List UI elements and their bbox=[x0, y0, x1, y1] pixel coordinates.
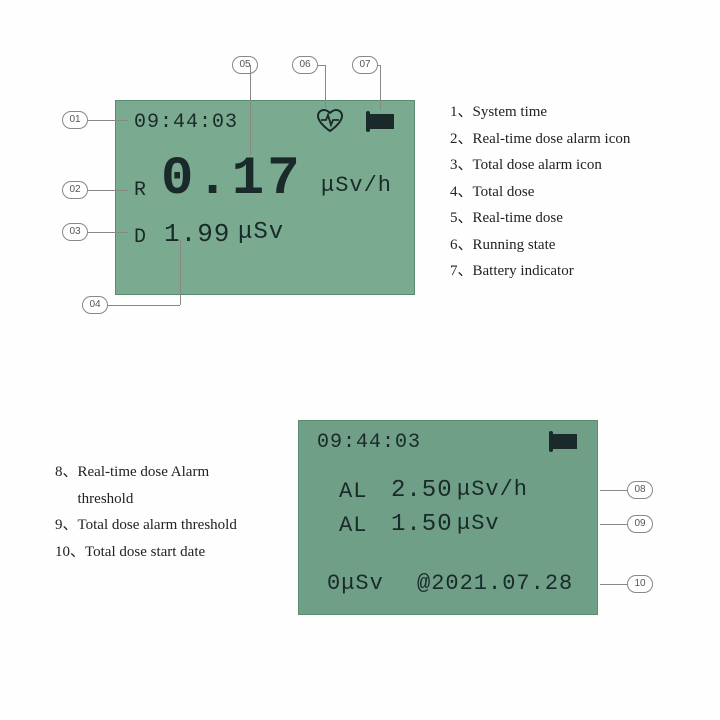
callout-line-02 bbox=[88, 190, 128, 191]
callout-01: 01 bbox=[62, 111, 88, 129]
callout-line-10 bbox=[600, 584, 627, 585]
legend-item: 7、Battery indicator bbox=[450, 259, 630, 285]
p1-total-dose-unit: μSv bbox=[238, 219, 284, 246]
callout-line-08 bbox=[600, 490, 627, 491]
p1-dose-rate-prefix: R bbox=[134, 179, 147, 202]
p2-al2-label: AL bbox=[339, 513, 367, 538]
p2-al2-value: 1.50 bbox=[391, 511, 453, 538]
callout-09: 09 bbox=[627, 515, 653, 533]
legend-item: 9、Total dose alarm threshold bbox=[55, 513, 237, 539]
legend-item: 5、Real-time dose bbox=[450, 206, 630, 232]
callout-03: 03 bbox=[62, 223, 88, 241]
legend-item: 10、Total dose start date bbox=[55, 540, 237, 566]
callout-line-04 bbox=[180, 240, 181, 305]
p2-al1-value: 2.50 bbox=[391, 477, 453, 504]
lcd-panel-1: 09:44:03 R 0.17 μSv/h D 1.99 μSv bbox=[115, 100, 415, 295]
legend-item: 3、Total dose alarm icon bbox=[450, 153, 630, 179]
p1-dose-rate-unit: μSv/h bbox=[321, 173, 392, 198]
p2-al1-unit: μSv/h bbox=[457, 477, 528, 502]
callout-line-09 bbox=[600, 524, 627, 525]
callout-06: 06 bbox=[292, 56, 318, 74]
legend-panel2: 8、Real-time dose Alarm threshold9、Total … bbox=[55, 460, 237, 566]
p2-zero: 0μSv bbox=[327, 571, 384, 596]
callout-08: 08 bbox=[627, 481, 653, 499]
heart-icon bbox=[316, 109, 344, 138]
p2-time: 09:44:03 bbox=[317, 431, 421, 454]
lcd-panel-2: 09:44:03 AL 2.50 μSv/h AL 1.50 μSv 0μSv … bbox=[298, 420, 598, 615]
legend-item: 6、Running state bbox=[450, 233, 630, 259]
p1-time: 09:44:03 bbox=[134, 111, 238, 134]
legend-item: 1、System time bbox=[450, 100, 630, 126]
p2-al2-unit: μSv bbox=[457, 511, 500, 536]
callout-line-06 bbox=[325, 65, 326, 108]
callout-02: 02 bbox=[62, 181, 88, 199]
legend-item: threshold bbox=[55, 487, 237, 513]
p1-dose-rate-value: 0.17 bbox=[161, 149, 303, 210]
p2-al1-label: AL bbox=[339, 479, 367, 504]
callout-line-05 bbox=[250, 65, 251, 155]
p2-date: @2021.07.28 bbox=[417, 571, 573, 596]
battery-icon-p1 bbox=[366, 113, 370, 131]
callout-04: 04 bbox=[82, 296, 108, 314]
callout-line-01 bbox=[88, 120, 128, 121]
p1-total-dose-value: 1.99 bbox=[164, 219, 230, 249]
callout-10: 10 bbox=[627, 575, 653, 593]
legend-panel1: 1、System time2、Real-time dose alarm icon… bbox=[450, 100, 630, 286]
legend-item: 2、Real-time dose alarm icon bbox=[450, 127, 630, 153]
callout-07: 07 bbox=[352, 56, 378, 74]
legend-item: 8、Real-time dose Alarm bbox=[55, 460, 237, 486]
legend-item: 4、Total dose bbox=[450, 180, 630, 206]
battery-icon-p2 bbox=[549, 433, 553, 451]
p1-total-dose-prefix: D bbox=[134, 226, 147, 249]
callout-05: 05 bbox=[232, 56, 258, 74]
callout-line-07 bbox=[380, 65, 381, 110]
callout-line-03 bbox=[88, 232, 128, 233]
